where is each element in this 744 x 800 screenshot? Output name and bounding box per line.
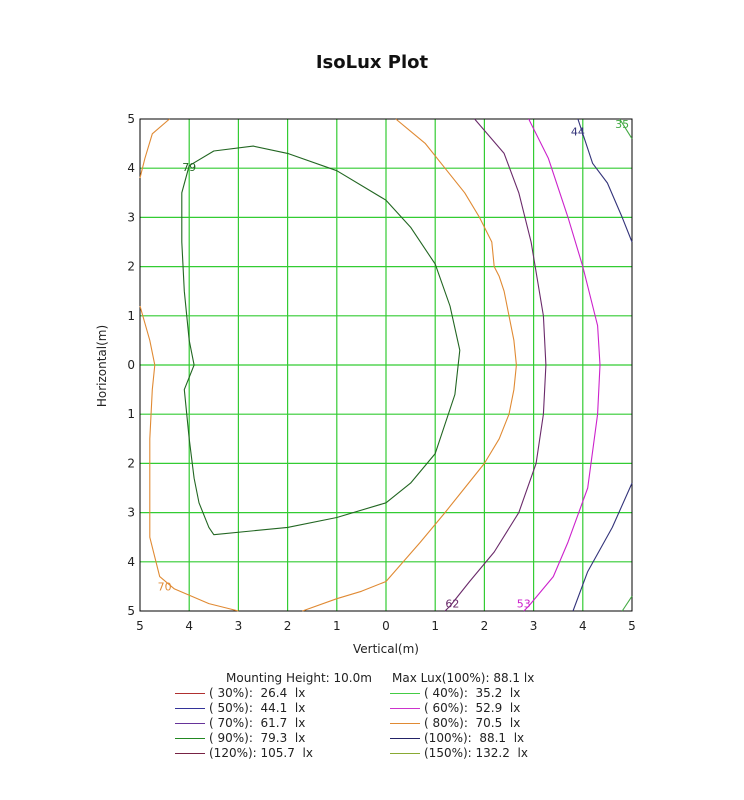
contour-line-35 — [621, 595, 633, 612]
legend-label: ( 60%): 52.9 lx — [424, 701, 521, 715]
contour-line-44 — [572, 482, 633, 612]
legend-swatch — [175, 693, 205, 694]
contour-line-79 — [181, 145, 461, 536]
y-tick-label: 2 — [127, 260, 135, 274]
contour-line-53 — [523, 118, 601, 612]
x-tick-label: 2 — [481, 619, 489, 633]
contour-label-62: 62 — [445, 598, 459, 611]
x-tick-label: 1 — [431, 619, 439, 633]
x-tick-label: 5 — [136, 619, 144, 633]
y-tick-label: 1 — [127, 309, 135, 323]
y-tick-label: 4 — [127, 161, 135, 175]
x-tick-label: 0 — [382, 619, 390, 633]
legend-label: (120%): 105.7 lx — [209, 746, 313, 760]
y-axis-label: Horizontal(m) — [95, 325, 109, 407]
y-tick-label: 5 — [127, 112, 135, 126]
y-tick-label: 0 — [127, 358, 135, 372]
legend-label: (100%): 88.1 lx — [424, 731, 525, 745]
contour-label-35: 35 — [615, 118, 629, 131]
y-tick-labels: 5 4 3 2 1 0 1 2 3 4 5 — [127, 112, 135, 618]
contour-line-62 — [444, 118, 547, 612]
contour-line-70 — [139, 305, 239, 612]
legend-label: ( 50%): 44.1 lx — [209, 701, 306, 715]
y-tick-label: 3 — [127, 506, 135, 520]
legend-label: ( 30%): 26.4 lx — [209, 686, 306, 700]
y-tick-label: 3 — [127, 210, 135, 224]
contour-lines — [139, 118, 633, 612]
legend-swatch — [390, 723, 420, 724]
x-tick-label: 3 — [530, 619, 538, 633]
contour-line-44 — [577, 118, 633, 243]
contour-line-70 — [302, 118, 517, 612]
contour-label-70: 70 — [158, 580, 172, 593]
contour-label-44: 44 — [571, 125, 585, 138]
isolux-plot: 5 4 3 2 1 0 1 2 3 4 5 5 4 3 2 1 0 1 2 3 4 5 79 70 62 53 44 35 Ver… — [95, 112, 636, 656]
x-axis-label: Vertical(m) — [353, 642, 419, 656]
contour-labels: 79 70 62 53 44 35 — [158, 118, 630, 611]
contour-label-53: 53 — [517, 598, 531, 611]
x-tick-label: 3 — [235, 619, 243, 633]
legend-label: ( 40%): 35.2 lx — [424, 686, 521, 700]
contour-line-35 — [619, 118, 633, 139]
legend-label: ( 90%): 79.3 lx — [209, 731, 306, 745]
contour-label-79: 79 — [182, 161, 196, 174]
contour-line-70 — [139, 118, 170, 179]
y-tick-label: 1 — [127, 407, 135, 421]
mounting-height-text: Mounting Height: 10.0m — [226, 671, 372, 685]
legend-swatch — [390, 693, 420, 694]
x-tick-label: 5 — [628, 619, 636, 633]
x-tick-label: 1 — [333, 619, 341, 633]
y-tick-label: 4 — [127, 555, 135, 569]
legend-label: (150%): 132.2 lx — [424, 746, 528, 760]
x-tick-labels: 5 4 3 2 1 0 1 2 3 4 5 — [136, 619, 636, 633]
legend-swatch — [175, 753, 205, 754]
y-tick-label: 5 — [127, 604, 135, 618]
chart-title: IsoLux Plot — [315, 52, 429, 73]
max-lux-text: Max Lux(100%): 88.1 lx — [392, 671, 535, 685]
legend-swatch — [175, 708, 205, 709]
x-tick-label: 4 — [579, 619, 587, 633]
grid-lines — [140, 119, 632, 611]
x-tick-label: 2 — [284, 619, 292, 633]
legend-swatch — [175, 738, 205, 739]
x-tick-label: 4 — [185, 619, 193, 633]
y-tick-label: 2 — [127, 456, 135, 470]
legend-label: ( 80%): 70.5 lx — [424, 716, 521, 730]
legend-swatch — [390, 708, 420, 709]
plot-frame — [139, 118, 633, 612]
legend-label: ( 70%): 61.7 lx — [209, 716, 306, 730]
legend-swatch — [390, 738, 420, 739]
legend-swatch — [175, 723, 205, 724]
legend-swatch — [390, 753, 420, 754]
